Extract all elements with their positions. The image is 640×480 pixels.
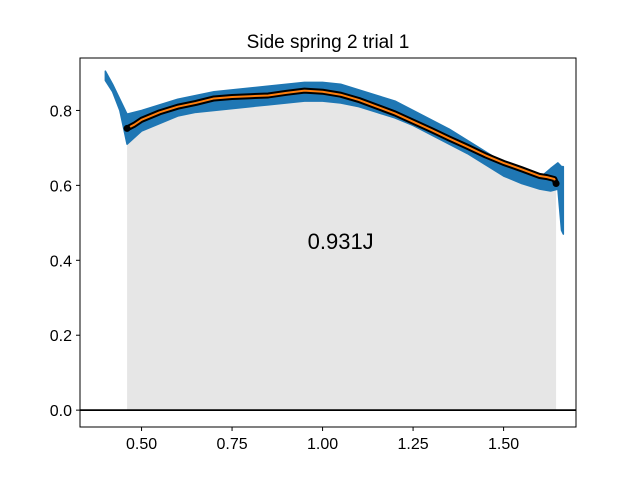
x-tick-label: 0.50 [126,436,157,453]
chart-title: Side spring 2 trial 1 [247,32,410,53]
annotation-energy: 0.931J [308,229,374,254]
x-tick-label: 1.50 [488,436,519,453]
fit-end-point [552,179,560,187]
plot-frame [79,57,577,428]
y-tick-label: 0.2 [50,328,72,345]
data-layer [80,70,576,412]
fit-start-point [123,124,131,132]
y-tick-label: 0.4 [50,253,72,270]
x-tick-label: 1.25 [398,436,429,453]
series-fit-line [126,89,558,185]
x-tick-label: 0.75 [216,436,247,453]
y-tick-label: 0.0 [50,403,72,420]
y-tick-label: 0.6 [50,178,72,195]
plot-area [79,57,577,428]
y-tick-label: 0.8 [50,103,72,120]
shaded-region [127,90,557,411]
series-raw-band [104,70,565,235]
x-tick-label: 1.00 [307,436,338,453]
